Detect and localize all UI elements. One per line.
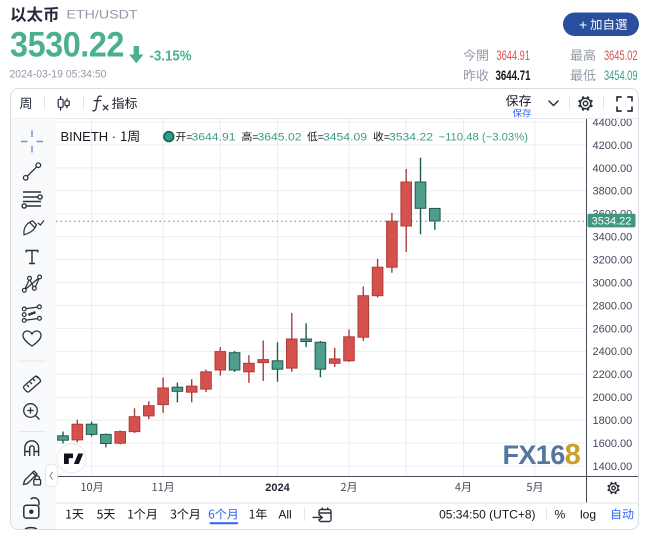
svg-text:=: =	[384, 132, 390, 144]
svg-text:3400.00: 3400.00	[593, 232, 633, 244]
svg-text:ETH/USDT: ETH/USDT	[67, 8, 139, 22]
svg-text:3644.71: 3644.71	[496, 68, 531, 83]
svg-text:BINETH ·: BINETH ·	[61, 129, 117, 144]
svg-text:+: +	[579, 17, 587, 33]
svg-text:3644.91: 3644.91	[192, 132, 236, 144]
svg-text:4000.00: 4000.00	[593, 163, 633, 175]
svg-text:4400.00: 4400.00	[593, 117, 633, 129]
svg-text:3454.09: 3454.09	[604, 68, 638, 83]
svg-text:3800.00: 3800.00	[593, 186, 633, 198]
svg-text:3644.91: 3644.91	[497, 48, 531, 63]
svg-text:3645.02: 3645.02	[258, 132, 302, 144]
svg-text:All: All	[278, 508, 291, 522]
svg-text:2800.00: 2800.00	[593, 300, 633, 312]
svg-text:2024-03-19 05:34:50: 2024-03-19 05:34:50	[10, 69, 107, 81]
svg-text:1400.00: 1400.00	[593, 461, 633, 473]
svg-text:1600.00: 1600.00	[593, 438, 633, 450]
svg-text:3200.00: 3200.00	[593, 254, 633, 266]
svg-text:05:34:50 (UTC+8): 05:34:50 (UTC+8)	[439, 508, 535, 522]
svg-text:3530.22: 3530.22	[10, 25, 124, 65]
svg-text:3000.00: 3000.00	[593, 277, 633, 289]
svg-text:=: =	[318, 132, 324, 144]
svg-text:1800.00: 1800.00	[593, 415, 633, 427]
svg-text:FX168: FX168	[503, 439, 581, 471]
svg-text:2600.00: 2600.00	[593, 323, 633, 335]
svg-text:=: =	[252, 132, 258, 144]
svg-text:−110.48 (−3.03%): −110.48 (−3.03%)	[439, 132, 529, 144]
svg-text:4200.00: 4200.00	[593, 140, 633, 152]
svg-text:3645.02: 3645.02	[604, 48, 638, 63]
svg-text:2400.00: 2400.00	[593, 346, 633, 358]
svg-text:3534.22: 3534.22	[592, 215, 632, 227]
svg-text:log: log	[580, 508, 596, 522]
svg-text:2000.00: 2000.00	[593, 392, 633, 404]
svg-text:-3.15%: -3.15%	[150, 48, 192, 65]
svg-text:3534.22: 3534.22	[389, 132, 433, 144]
svg-text:3454.09: 3454.09	[323, 132, 367, 144]
svg-text:=: =	[186, 132, 192, 144]
svg-text:2024: 2024	[265, 482, 290, 494]
svg-text:%: %	[555, 508, 566, 522]
svg-text:2200.00: 2200.00	[593, 369, 633, 381]
